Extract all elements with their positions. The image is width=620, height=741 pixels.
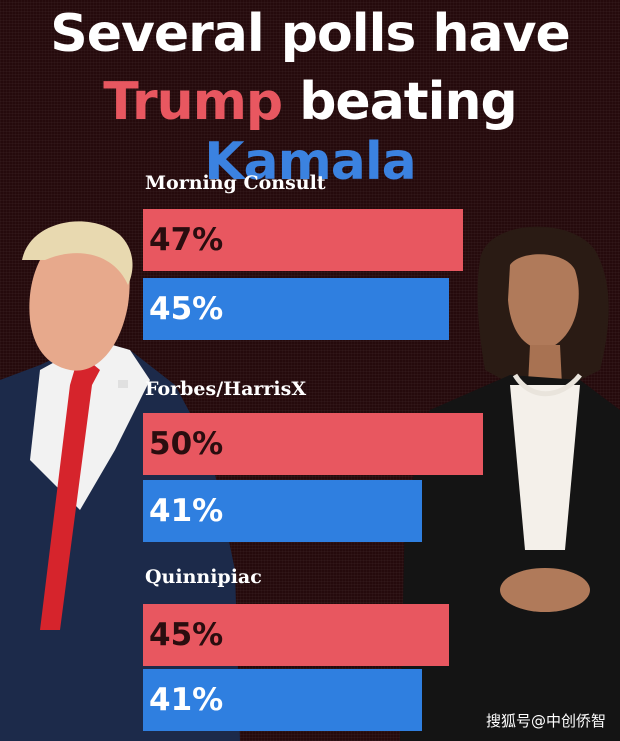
value-label: 45% [149,291,224,327]
headline-line2: Trump beating Kamala [0,72,620,192]
poll-label-morning-consult: Morning Consult [145,172,326,194]
value-label: 45% [149,617,224,653]
bar-trump-quinnipiac: 45% [143,604,449,666]
headline-line1: Several polls have [50,4,570,64]
bar-kamala-forbes-harrisx: 41% [143,480,422,542]
bar-kamala-morning-consult: 45% [143,278,449,340]
bar-trump-forbes-harrisx: 50% [143,413,483,475]
value-label: 41% [149,493,224,529]
watermark: 搜狐号@中创侨智 [485,712,606,730]
headline-kamala: Kamala [204,132,417,192]
poll-label-forbes-harrisx: Forbes/HarrisX [145,378,307,400]
value-label: 41% [149,682,224,718]
headline-trump: Trump [103,72,283,132]
headline-beating: beating [299,72,518,132]
value-label: 47% [149,222,224,258]
bar-trump-morning-consult: 47% [143,209,463,271]
poll-label-quinnipiac: Quinnipiac [145,566,262,588]
bar-kamala-quinnipiac: 41% [143,669,422,731]
value-label: 50% [149,426,224,462]
